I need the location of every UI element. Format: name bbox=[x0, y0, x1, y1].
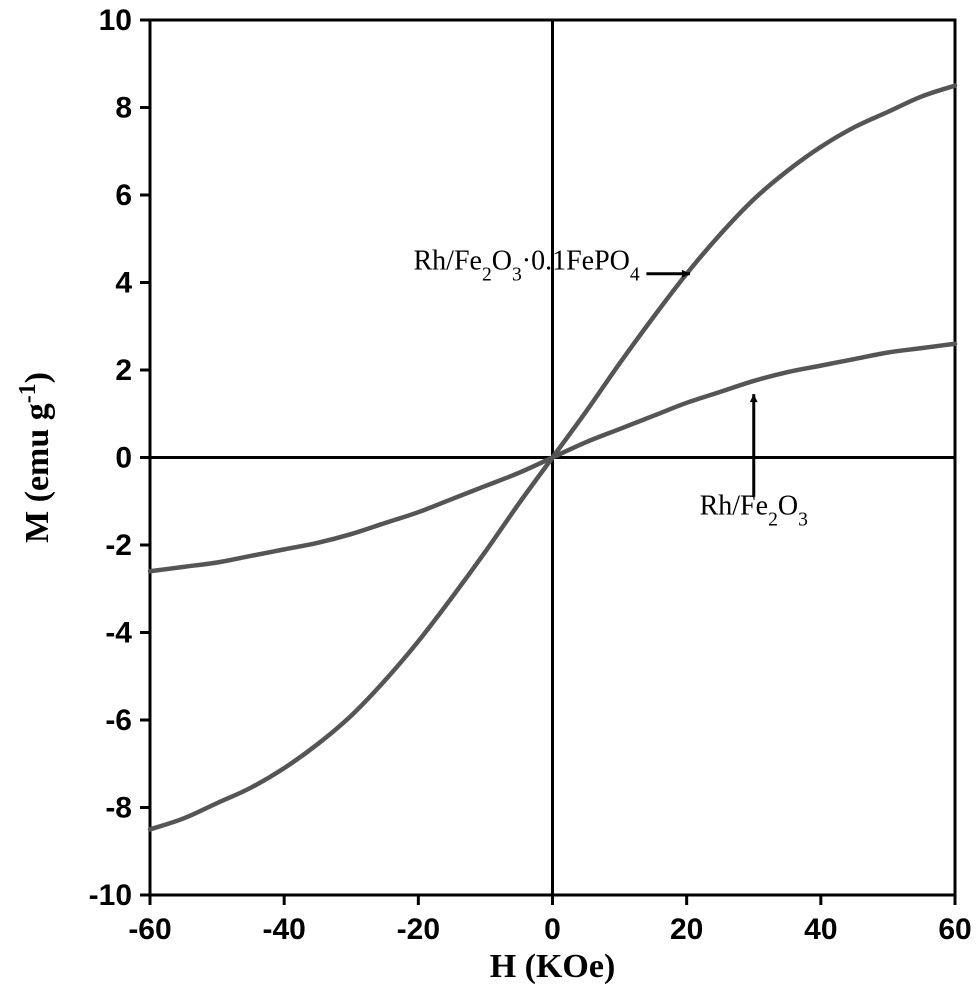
svg-text:10: 10 bbox=[99, 4, 132, 37]
svg-text:-8: -8 bbox=[105, 792, 132, 825]
svg-text:40: 40 bbox=[804, 913, 837, 946]
svg-text:0: 0 bbox=[115, 442, 132, 475]
svg-text:H (KOe): H (KOe) bbox=[490, 948, 616, 985]
svg-text:M (emu g-1): M (emu g-1) bbox=[15, 372, 56, 543]
svg-text:60: 60 bbox=[938, 913, 971, 946]
svg-text:-60: -60 bbox=[128, 913, 171, 946]
svg-text:2: 2 bbox=[115, 354, 132, 387]
svg-text:-20: -20 bbox=[397, 913, 440, 946]
svg-text:-10: -10 bbox=[89, 879, 132, 912]
svg-text:20: 20 bbox=[670, 913, 703, 946]
svg-text:Rh/Fe2O3·0.1FePO4: Rh/Fe2O3·0.1FePO4 bbox=[413, 245, 639, 285]
chart-svg: -60-40-200204060-10-8-6-4-20246810H (KOe… bbox=[0, 0, 980, 1000]
svg-text:4: 4 bbox=[115, 267, 132, 300]
svg-text:-40: -40 bbox=[262, 913, 305, 946]
svg-text:6: 6 bbox=[115, 179, 132, 212]
svg-text:-2: -2 bbox=[105, 529, 132, 562]
svg-text:-6: -6 bbox=[105, 704, 132, 737]
svg-text:8: 8 bbox=[115, 92, 132, 125]
magnetization-chart: -60-40-200204060-10-8-6-4-20246810H (KOe… bbox=[0, 0, 980, 1000]
svg-text:0: 0 bbox=[544, 913, 561, 946]
svg-text:-4: -4 bbox=[105, 617, 132, 650]
